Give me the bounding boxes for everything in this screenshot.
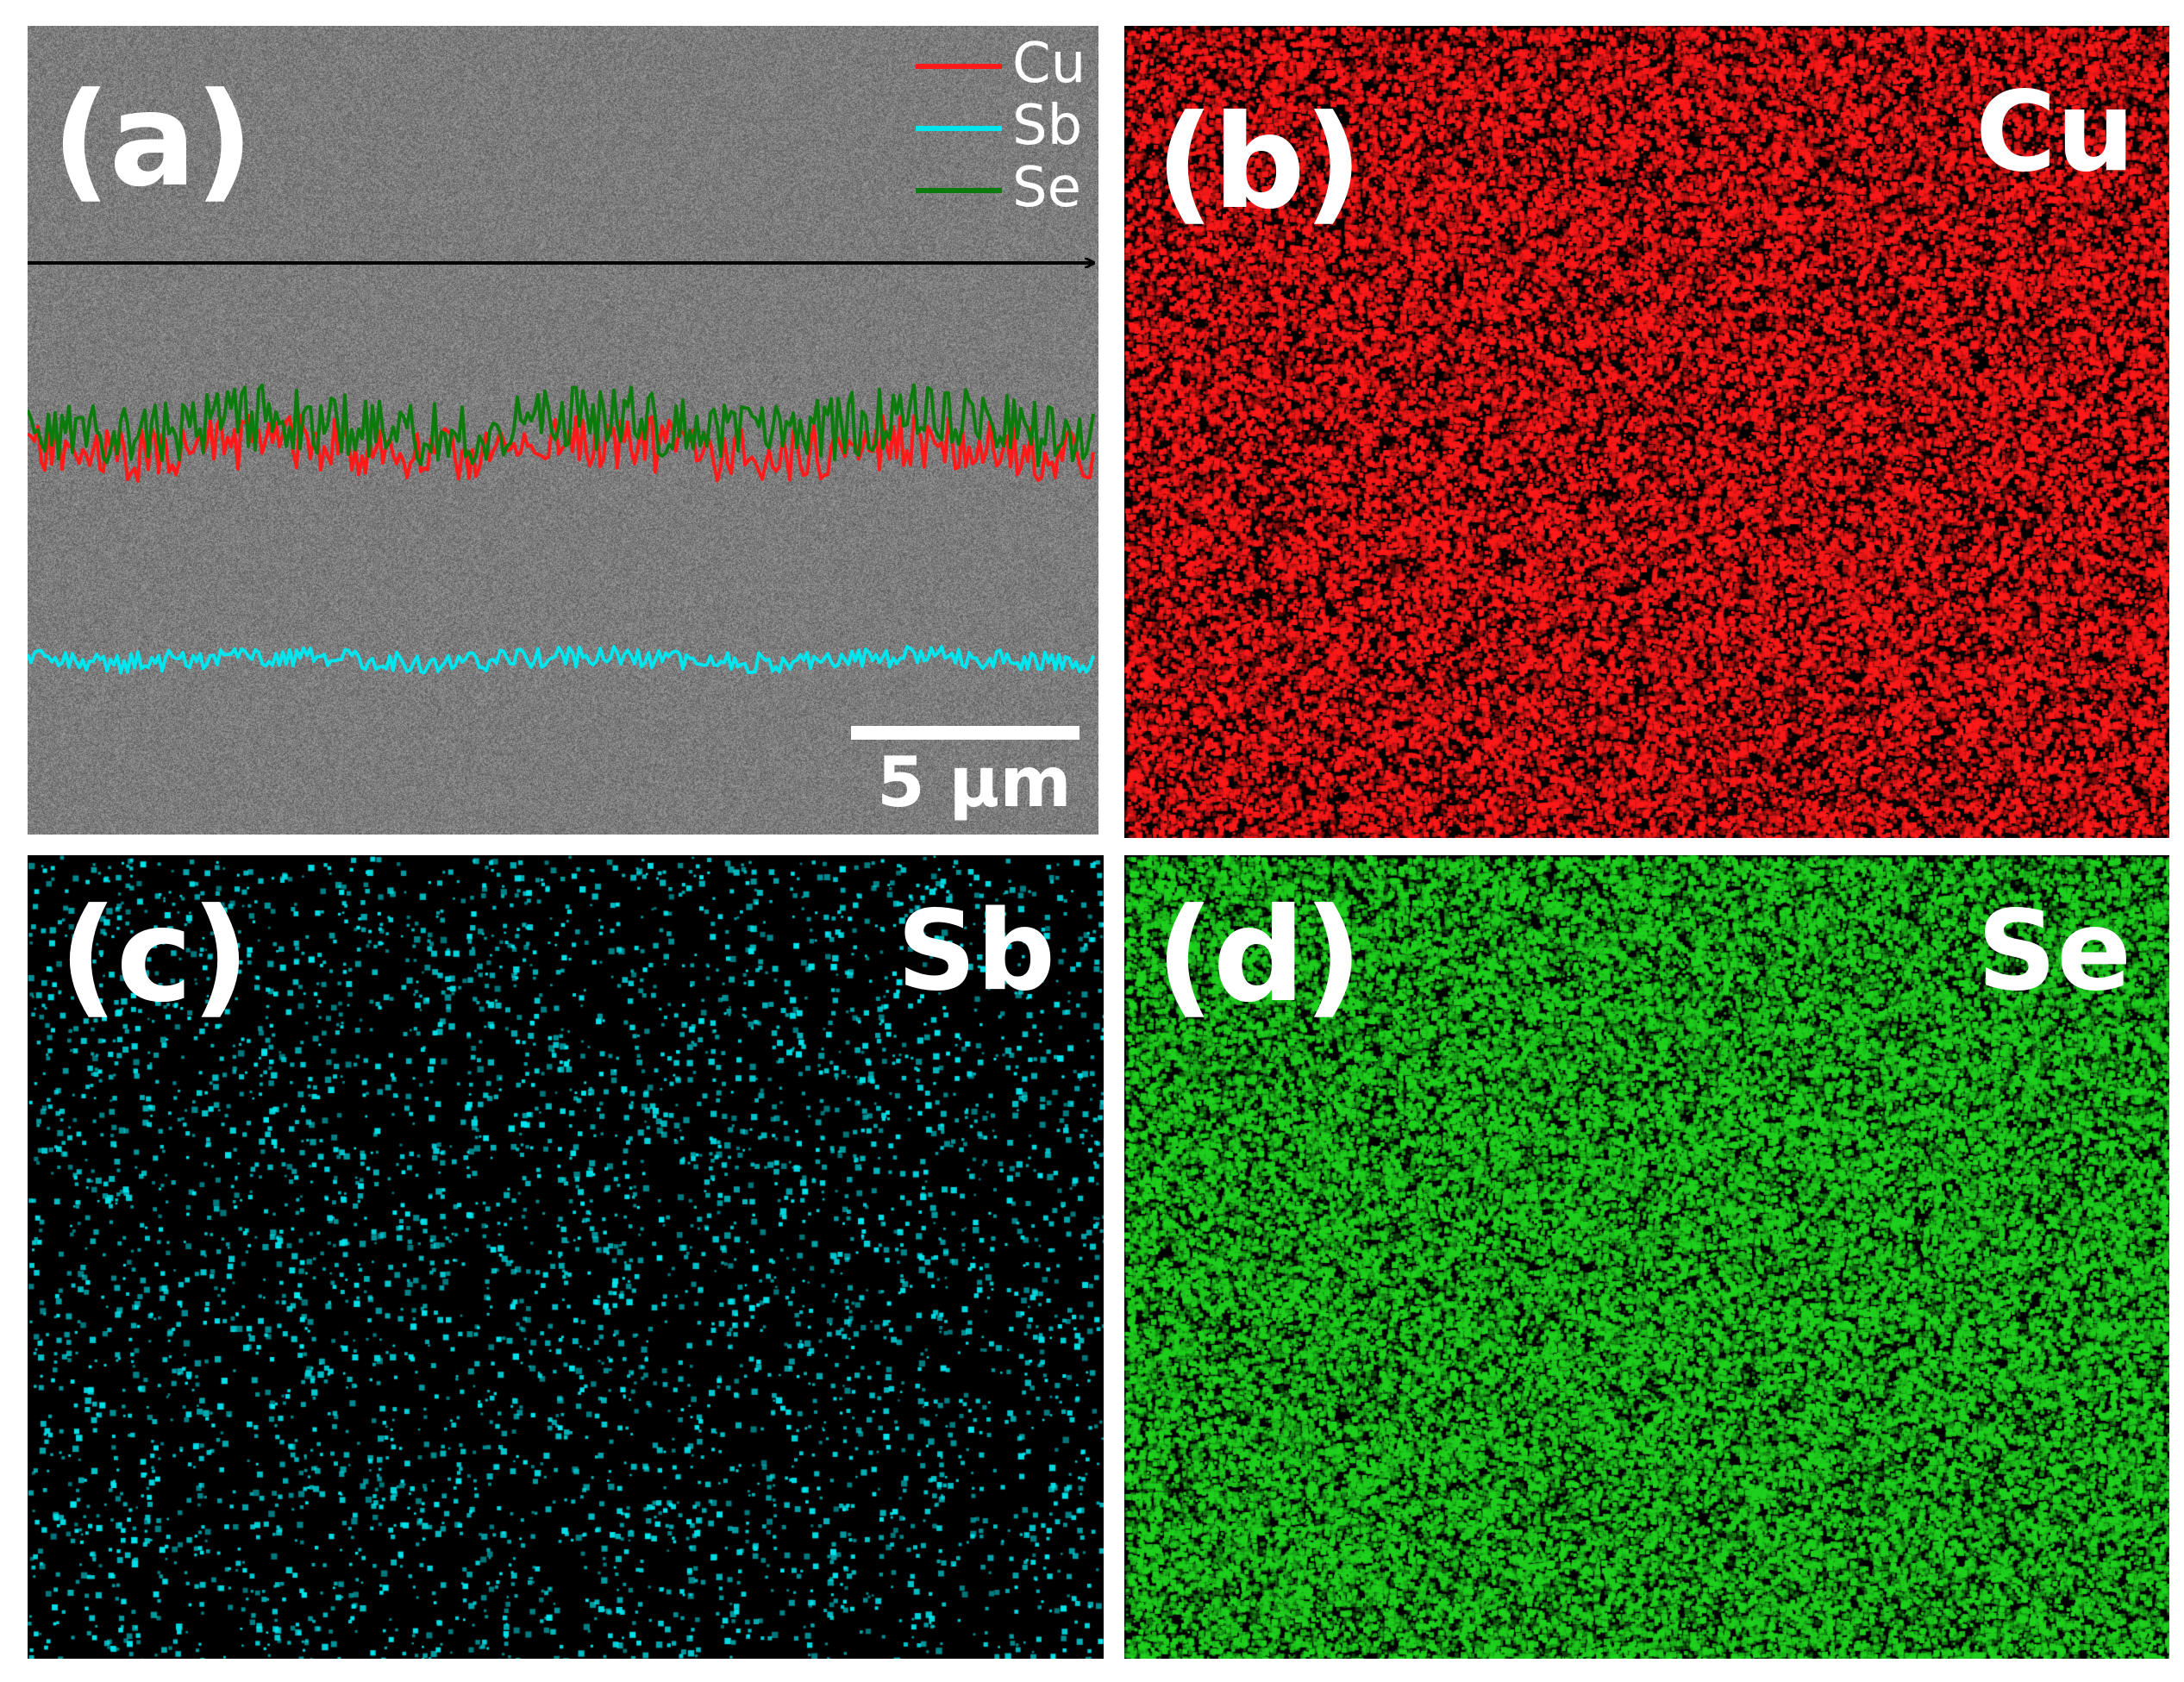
panel-label-a: (a) xyxy=(52,66,253,216)
se-elemental-map xyxy=(1124,855,2169,1659)
legend-item-sb: Sb xyxy=(916,98,1088,159)
panel-a-sem-linescan: (a) Cu Sb Se 5 μm xyxy=(28,26,1098,835)
panel-label-c: (c) xyxy=(59,881,250,1031)
scale-bar-label: 5 μm xyxy=(877,742,1072,822)
panel-label-d: (d) xyxy=(1155,881,1362,1031)
legend-swatch-cu xyxy=(916,64,1002,69)
legend-label-se: Se xyxy=(1012,156,1081,220)
linescan-trace-sb xyxy=(28,645,1095,675)
element-label-se: Se xyxy=(1977,887,2131,1016)
legend-swatch-sb xyxy=(916,126,1002,131)
element-label-cu: Cu xyxy=(1974,68,2135,197)
panel-b-cu-map: (b) Cu xyxy=(1124,26,2169,838)
element-label-sb: Sb xyxy=(897,887,1055,1016)
scale-bar xyxy=(851,726,1079,740)
linescan-trace-se xyxy=(28,383,1095,468)
legend-label-sb: Sb xyxy=(1012,94,1083,158)
legend-item-se: Se xyxy=(916,160,1088,221)
panel-c-sb-map: (c) Sb xyxy=(28,855,1104,1659)
legend-item-cu: Cu xyxy=(916,36,1088,97)
sb-elemental-map xyxy=(28,855,1104,1659)
cu-elemental-map xyxy=(1124,26,2169,838)
panel-label-b: (b) xyxy=(1155,88,1362,238)
legend-label-cu: Cu xyxy=(1012,32,1086,96)
panel-d-se-map: (d) Se xyxy=(1124,855,2169,1659)
linescan-overlay xyxy=(28,26,1098,675)
legend-swatch-se xyxy=(916,188,1002,193)
